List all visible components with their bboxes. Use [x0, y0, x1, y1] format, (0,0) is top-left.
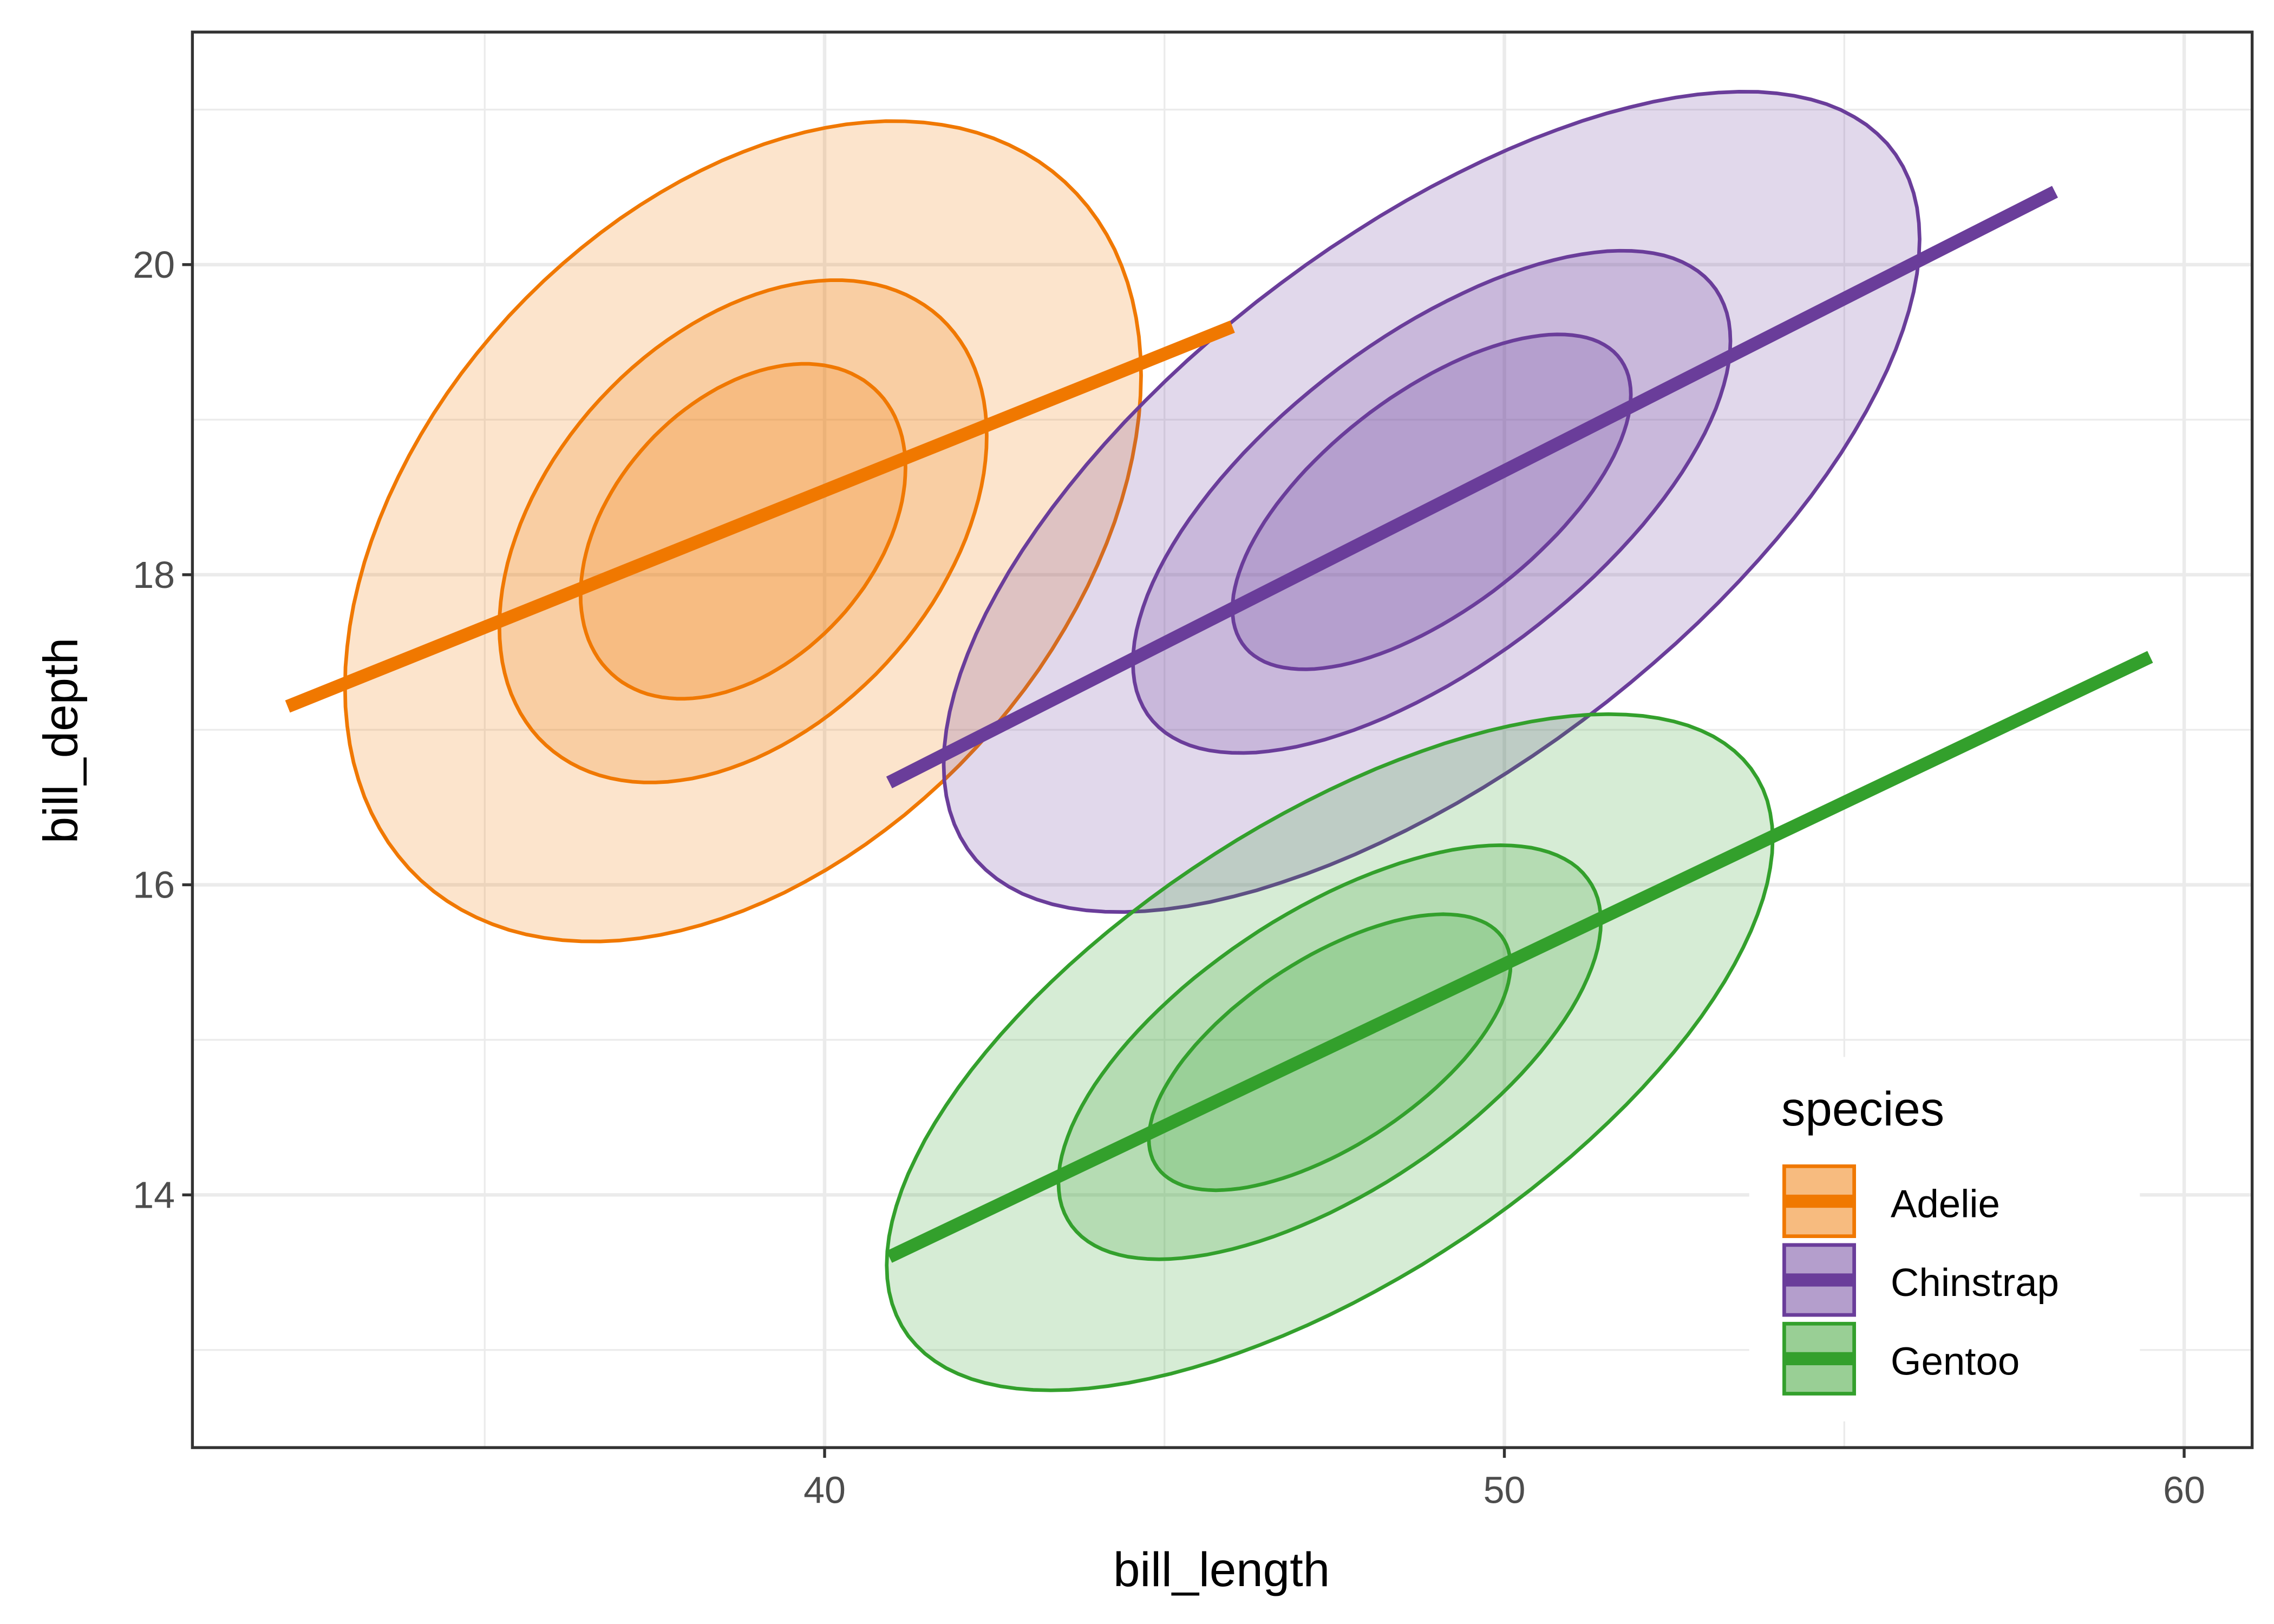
- regression-lines: [285, 186, 2153, 1263]
- y-tick-label: 14: [133, 1174, 175, 1216]
- x-axis-title: bill_length: [1113, 1543, 1330, 1596]
- x-tick-label: 50: [1484, 1469, 1526, 1511]
- y-tick-label: 16: [133, 864, 175, 906]
- regression-line-adelie: [285, 320, 1235, 713]
- legend-label: Adelie: [1891, 1182, 2000, 1226]
- legend-item-gentoo: Gentoo: [1782, 1321, 2020, 1396]
- legend-item-adelie: Adelie: [1782, 1164, 2000, 1239]
- legend-label: Chinstrap: [1891, 1261, 2059, 1305]
- regression-line-chinstrap: [886, 186, 2058, 789]
- legend-title: species: [1781, 1082, 1944, 1136]
- density-ellipses: [343, 90, 1922, 1392]
- legend-item-chinstrap: Chinstrap: [1782, 1243, 2059, 1317]
- x-tick-label: 60: [2163, 1469, 2205, 1511]
- plot-panel-border: [191, 30, 2254, 1449]
- y-tick-label: 18: [133, 554, 175, 596]
- y-axis: 14 16 18 20: [133, 244, 193, 1216]
- ellipses-adelie: [343, 119, 1143, 944]
- y-tick-label: 20: [133, 244, 175, 286]
- legend-label: Gentoo: [1891, 1339, 2020, 1383]
- y-axis-title: bill_depth: [34, 638, 88, 843]
- regression-line-gentoo: [886, 651, 2153, 1263]
- legend: species Adelie Chinstrap Gentoo: [1749, 1057, 2140, 1422]
- x-axis: 40 50 60: [803, 1448, 2205, 1511]
- x-tick-label: 40: [803, 1469, 846, 1511]
